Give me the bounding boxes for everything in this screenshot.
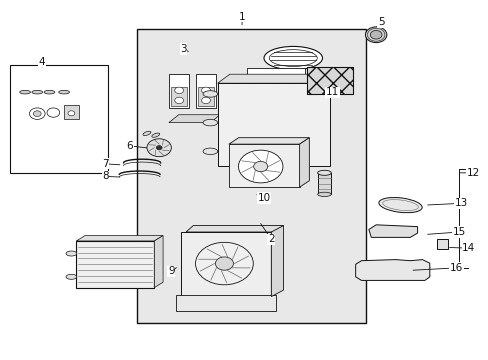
Circle shape	[365, 27, 386, 42]
Ellipse shape	[317, 192, 330, 197]
Text: 2: 2	[267, 234, 274, 244]
Ellipse shape	[203, 120, 217, 126]
Text: 13: 13	[454, 198, 467, 208]
Polygon shape	[368, 225, 417, 237]
Bar	[137, 30, 366, 323]
Text: 11: 11	[325, 87, 338, 97]
Ellipse shape	[378, 198, 421, 213]
Ellipse shape	[59, 90, 69, 94]
Polygon shape	[271, 226, 283, 297]
Ellipse shape	[151, 133, 160, 137]
Circle shape	[29, 108, 45, 120]
Text: 15: 15	[451, 227, 465, 237]
Text: 9: 9	[168, 266, 174, 276]
Bar	[198, 87, 213, 107]
Ellipse shape	[142, 131, 151, 135]
Circle shape	[215, 257, 233, 270]
Ellipse shape	[44, 90, 55, 94]
Ellipse shape	[20, 90, 30, 94]
Text: 8: 8	[102, 171, 109, 181]
Ellipse shape	[317, 170, 330, 175]
Text: 14: 14	[461, 243, 474, 253]
Text: 7: 7	[102, 159, 109, 169]
Text: 5: 5	[377, 17, 384, 27]
Circle shape	[369, 31, 381, 39]
Bar	[317, 173, 330, 194]
Bar	[306, 67, 352, 94]
Bar	[76, 241, 154, 288]
Bar	[246, 68, 305, 75]
Ellipse shape	[66, 251, 77, 256]
Polygon shape	[299, 138, 309, 187]
Text: 16: 16	[449, 263, 462, 273]
Ellipse shape	[66, 274, 77, 279]
Circle shape	[147, 139, 171, 157]
Bar	[195, 74, 216, 108]
Polygon shape	[76, 235, 163, 241]
Polygon shape	[154, 235, 163, 288]
Bar	[64, 105, 79, 119]
Circle shape	[201, 97, 210, 104]
Ellipse shape	[269, 50, 317, 67]
Bar	[181, 232, 271, 297]
Polygon shape	[355, 260, 429, 280]
Text: 3: 3	[180, 44, 186, 54]
Polygon shape	[228, 138, 309, 144]
Circle shape	[238, 150, 283, 183]
Text: 1: 1	[238, 12, 245, 22]
Text: 4: 4	[39, 57, 45, 67]
Bar	[436, 239, 447, 249]
Text: 10: 10	[257, 193, 270, 203]
Polygon shape	[168, 115, 220, 123]
Circle shape	[201, 87, 210, 94]
Circle shape	[33, 111, 41, 117]
Ellipse shape	[203, 148, 217, 154]
Bar	[10, 65, 108, 173]
Bar	[171, 87, 186, 107]
Circle shape	[174, 87, 183, 94]
Ellipse shape	[203, 91, 217, 97]
Bar	[168, 74, 189, 108]
Polygon shape	[185, 226, 283, 232]
Circle shape	[47, 108, 60, 117]
Circle shape	[253, 161, 267, 172]
Circle shape	[195, 242, 253, 285]
Ellipse shape	[264, 46, 322, 70]
Circle shape	[156, 145, 162, 150]
Circle shape	[68, 111, 75, 116]
Ellipse shape	[32, 90, 42, 94]
Text: 12: 12	[466, 168, 479, 178]
Bar	[217, 83, 329, 166]
Bar	[176, 295, 276, 311]
Polygon shape	[217, 74, 341, 83]
Bar	[228, 144, 299, 187]
Circle shape	[174, 97, 183, 104]
Text: 6: 6	[126, 141, 133, 151]
Bar	[306, 67, 352, 94]
